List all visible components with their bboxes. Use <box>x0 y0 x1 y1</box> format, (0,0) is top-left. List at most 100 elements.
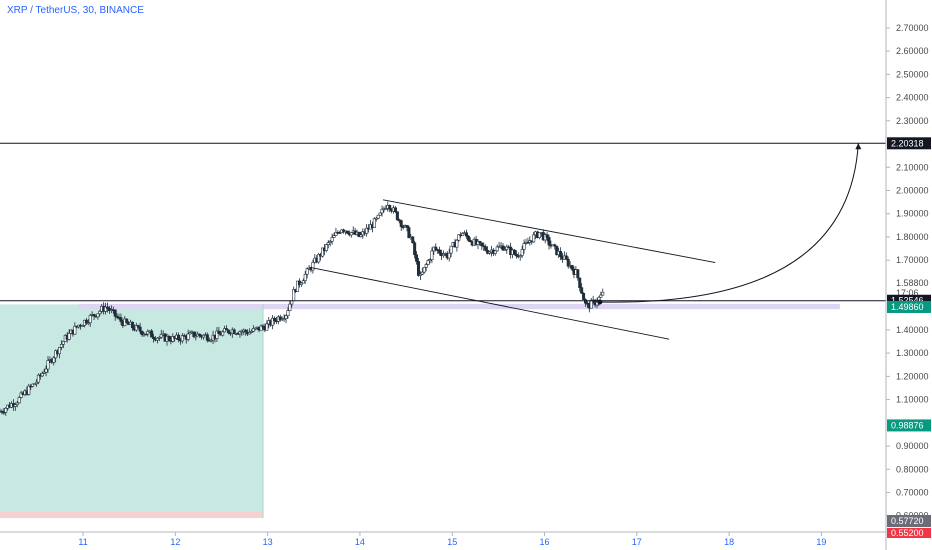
time-axis[interactable]: 11 12 13 14 15 16 17 18 19 <box>0 531 886 547</box>
candle-body <box>428 259 432 262</box>
candle-body <box>553 244 557 247</box>
candle-body <box>566 258 570 267</box>
time-tick-label: 13 <box>263 537 273 547</box>
candles <box>0 201 605 416</box>
candle-body <box>349 232 353 236</box>
candle-body <box>52 357 56 363</box>
long-position-profit-zone <box>0 304 264 512</box>
candle-body <box>576 269 580 279</box>
price-badge <box>887 419 931 432</box>
chart-zones <box>0 303 840 519</box>
candle-body <box>209 339 213 342</box>
candle-body <box>225 328 229 331</box>
candle-body <box>589 299 593 309</box>
candle-body <box>334 232 338 236</box>
candle-body <box>342 229 346 232</box>
candle-body <box>305 268 309 275</box>
candle-body <box>284 315 288 319</box>
price-tick-label: 0.90000 <box>896 441 929 451</box>
candle-body <box>441 253 445 257</box>
candle-body <box>447 252 451 259</box>
candle-body <box>359 234 363 237</box>
candle-body <box>461 233 465 236</box>
candle-body <box>273 317 277 322</box>
candle-body <box>345 230 349 234</box>
candle-body <box>372 218 376 228</box>
candle-body <box>98 311 102 315</box>
candle-body <box>495 246 499 252</box>
price-tick-label: 2.60000 <box>896 46 929 56</box>
price-tick-label: 0.80000 <box>896 464 929 474</box>
candle-body <box>226 329 230 334</box>
candle-body <box>17 397 21 404</box>
candle-body <box>601 291 605 296</box>
price-tick-label: 2.50000 <box>896 69 929 79</box>
candle-body <box>357 231 361 237</box>
candle-body <box>512 249 516 255</box>
time-tick-label: 11 <box>78 537 87 547</box>
candle-body <box>330 237 334 242</box>
candle-body <box>259 325 263 331</box>
candle-body <box>393 207 397 213</box>
time-tick-label: 12 <box>170 537 180 547</box>
candle-body <box>522 243 526 250</box>
candle-body <box>480 242 484 247</box>
candle-body <box>194 335 198 338</box>
candle-body <box>261 325 265 328</box>
channel-upper-line <box>382 199 716 263</box>
candle-body <box>328 241 332 243</box>
candle-body <box>455 239 459 248</box>
candle-body <box>282 318 286 320</box>
candle-body <box>44 368 48 373</box>
candle-body <box>167 336 171 341</box>
price-tick-label: 2.00000 <box>896 185 929 195</box>
candle-body <box>33 383 37 386</box>
last-price-label: 1.58800 <box>896 278 929 288</box>
candle-body <box>407 227 411 239</box>
candle-body <box>34 381 38 385</box>
candle-body <box>177 334 181 341</box>
candle-body <box>376 214 380 219</box>
candle-body <box>40 373 44 377</box>
price-tick-label: 1.30000 <box>896 348 929 358</box>
candle-body <box>58 347 62 355</box>
candle-body <box>136 325 140 328</box>
candle-body <box>399 220 403 227</box>
candle-body <box>15 402 19 405</box>
candle-body <box>559 250 563 257</box>
long-position-stop-zone <box>0 511 264 519</box>
candle-body <box>288 303 292 311</box>
candle-body <box>201 334 205 338</box>
candle-body <box>555 245 559 256</box>
candle-body <box>157 336 161 339</box>
candle-body <box>374 217 378 220</box>
candle-body <box>31 383 35 387</box>
candle-body <box>290 300 294 305</box>
candle-body <box>104 306 108 312</box>
candle-body <box>217 330 221 335</box>
candle-body <box>332 235 336 238</box>
candle-body <box>464 232 468 237</box>
candle-body <box>54 350 58 359</box>
candle-body <box>198 333 202 336</box>
price-axis[interactable]: 2.70000 2.60000 2.50000 2.40000 2.30000 2.100… <box>885 0 929 550</box>
candle-body <box>265 323 269 331</box>
candle-body <box>296 280 300 292</box>
candle-body <box>244 329 248 333</box>
candle-body <box>278 316 282 321</box>
candle-body <box>599 294 603 298</box>
candle-body <box>96 313 100 318</box>
projection-start-dot <box>597 299 603 305</box>
candle-body <box>84 319 88 324</box>
price-tick-label: 2.10000 <box>896 162 929 172</box>
candle-body <box>249 331 253 333</box>
price-tick-label: 1.70000 <box>896 255 929 265</box>
candle-body <box>468 239 472 243</box>
candle-body <box>578 277 582 288</box>
candle-body <box>61 341 65 345</box>
candle-body <box>537 232 541 238</box>
candle-body <box>113 309 117 317</box>
candle-body <box>134 325 138 331</box>
